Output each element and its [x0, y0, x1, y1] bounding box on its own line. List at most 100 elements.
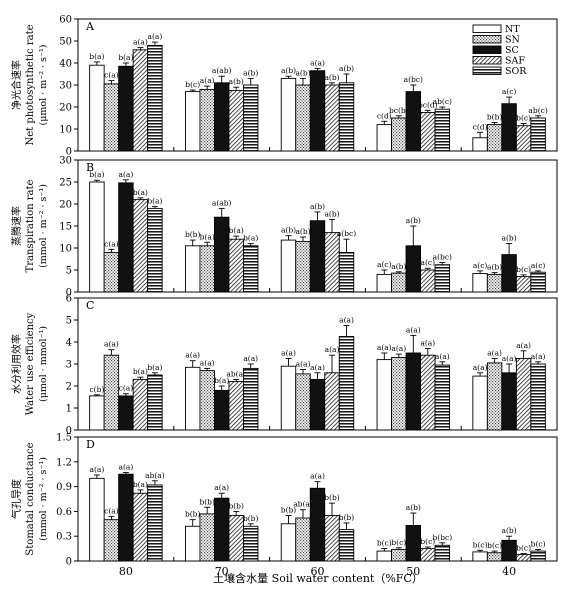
x-tick-label: 70 — [215, 565, 229, 578]
y-tick-label: 1 — [66, 404, 72, 415]
panel-letter: B — [86, 161, 94, 174]
y-tick-label: 6 — [66, 294, 72, 305]
significance-label: b(a) — [133, 367, 148, 376]
bar-sor — [242, 525, 259, 562]
significance-label: ab(a) — [226, 369, 246, 378]
significance-label: a(b) — [502, 526, 517, 535]
bar-saf — [228, 515, 244, 562]
significance-label: a(c) — [473, 261, 488, 270]
y-tick-label: 10 — [59, 125, 72, 136]
panel-d: 0 0.3 0.6 0.9 1.2 1.5 D 气孔导度 Stomatal conductanc… — [10, 433, 558, 578]
significance-label: b(a) — [133, 480, 148, 489]
y-tick-label: 40 — [59, 59, 72, 70]
bar-sc — [309, 487, 326, 562]
bar-nt — [280, 77, 297, 152]
significance-label: b(c) — [531, 539, 546, 548]
significance-label: a(b) — [502, 234, 517, 243]
significance-label: a(b) — [295, 227, 310, 236]
legend-swatch-sor — [472, 66, 502, 75]
y-tick-label: 60 — [59, 15, 72, 26]
y-tick-label: 0 — [66, 288, 72, 299]
x-axis-title: 土壤含水量 Soil water content（%FC） — [213, 571, 423, 585]
bar-sn — [295, 240, 311, 293]
significance-label: a(b) — [281, 226, 296, 235]
legend-swatch-saf — [472, 56, 502, 65]
bar-sc — [501, 372, 517, 431]
bar-sor — [434, 364, 450, 431]
significance-label: a(a) — [391, 344, 406, 353]
significance-label: b(c) — [420, 537, 435, 546]
y-tick-label: 0.6 — [56, 507, 72, 518]
significance-label: c(a) — [104, 506, 119, 515]
bar-nt — [280, 365, 297, 431]
significance-label: b(bc) — [432, 533, 452, 542]
bar-saf — [420, 354, 436, 431]
significance-label: a(a) — [296, 360, 311, 369]
significance-label: a(a) — [339, 316, 354, 325]
bar-sor — [434, 544, 450, 562]
significance-label: a(ab) — [212, 198, 232, 207]
significance-label: a(a) — [377, 343, 392, 352]
y-axis-label-en: Water use efficiency — [25, 312, 36, 415]
significance-label: a(a) — [325, 345, 340, 354]
significance-label: c(d) — [377, 111, 392, 120]
y-tick-label: 20 — [59, 200, 72, 211]
bar-sor — [147, 484, 163, 562]
significance-label: b(c) — [391, 538, 406, 547]
significance-label: a(bc) — [433, 253, 452, 262]
bar-sor — [147, 44, 163, 152]
x-tick-label: 40 — [502, 565, 516, 578]
bar-saf — [132, 199, 149, 293]
significance-label: a(a) — [200, 358, 215, 367]
significance-label: b(a) — [133, 188, 148, 197]
y-axis-label-cn: 气孔导度 — [10, 479, 23, 519]
bar-sor — [530, 363, 546, 431]
bar-sn — [103, 519, 120, 562]
legend-label-saf: SAF — [505, 56, 525, 67]
legend-label-sor: SOR — [505, 66, 527, 77]
bar-saf — [324, 515, 340, 562]
significance-label: b(a) — [214, 376, 229, 385]
bar-sn — [486, 362, 503, 431]
significance-label: a(bc) — [337, 229, 356, 238]
bar-saf — [132, 492, 149, 562]
y-axis-label-unit: (mmol · m⁻² · s⁻¹) — [38, 457, 49, 541]
bar-sor — [147, 207, 163, 293]
bar-nt — [89, 64, 105, 152]
significance-label: b(a) — [89, 170, 104, 179]
significance-label: a(a) — [406, 325, 421, 334]
significance-label: ab(c) — [528, 106, 547, 115]
significance-label: a(a) — [133, 38, 148, 47]
significance-label: a(bc) — [404, 75, 423, 84]
bar-sn — [199, 88, 215, 152]
bar-sor — [242, 245, 259, 293]
significance-label: ab(a) — [293, 500, 313, 509]
significance-label: a(a) — [310, 472, 325, 481]
bar-sc — [405, 352, 421, 431]
bar-nt — [280, 239, 297, 293]
significance-label: a(c) — [531, 261, 546, 270]
bar-sc — [501, 103, 517, 152]
bar-nt — [184, 91, 201, 152]
y-tick-label: 5 — [66, 266, 72, 277]
significance-label: a(a) — [487, 349, 502, 358]
panel-letter: D — [86, 438, 95, 451]
y-tick-label: 25 — [59, 178, 72, 189]
y-tick-label: 1.2 — [56, 457, 72, 468]
legend-label-sn: SN — [505, 35, 520, 46]
significance-label: a(a) — [502, 354, 517, 363]
y-axis-label-en: Transpiration rate — [25, 179, 36, 272]
significance-label: b(b) — [339, 513, 355, 522]
significance-label: a(c) — [377, 260, 392, 269]
bar-nt — [280, 523, 297, 562]
y-tick-label: 0.9 — [56, 482, 72, 493]
bar-saf — [228, 90, 244, 152]
significance-label: b(c) — [185, 80, 200, 89]
bar-sn — [391, 548, 407, 562]
significance-label: b(b) — [185, 510, 201, 519]
significance-label: c(b) — [89, 385, 104, 394]
bar-sn — [391, 272, 407, 293]
legend-swatch-sc — [472, 45, 502, 54]
bar-sn — [486, 273, 503, 293]
y-tick-label: 3 — [66, 360, 72, 371]
